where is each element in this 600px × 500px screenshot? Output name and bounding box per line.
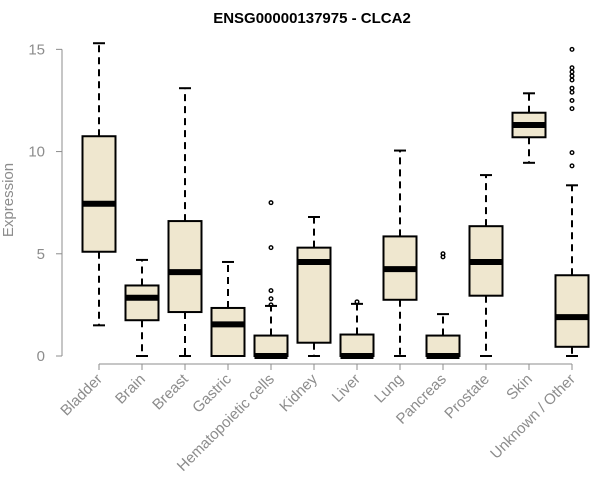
iqr-box	[253, 334, 289, 358]
box-group	[81, 42, 117, 327]
outlier-point	[354, 299, 360, 305]
iqr-box	[210, 306, 246, 357]
y-tick-label-5: 5	[37, 246, 45, 263]
box-group	[210, 260, 246, 357]
iqr-box	[425, 334, 461, 358]
outlier-point	[268, 296, 274, 302]
box-group	[124, 258, 160, 357]
y-tick-label-10: 10	[28, 144, 45, 161]
x-tick-label: Skin	[503, 371, 536, 404]
box-group	[468, 174, 504, 357]
x-tick-label: Lung	[371, 371, 407, 407]
x-tick-label: Kidney	[276, 370, 321, 415]
outlier-point	[268, 302, 274, 308]
iqr-box	[554, 274, 590, 348]
box-group	[167, 87, 203, 357]
iqr-box	[124, 284, 160, 322]
x-tick-label: Prostate	[441, 371, 493, 423]
outlier-point	[569, 65, 575, 71]
x-tick-label: Brain	[112, 371, 149, 408]
chart-title: ENSG00000137975 - CLCA2	[213, 10, 411, 27]
outlier-point	[569, 163, 575, 169]
outlier-point	[569, 77, 575, 83]
y-tick-label-15: 15	[28, 41, 45, 58]
box-group	[296, 215, 332, 357]
y-tick-label-0: 0	[37, 348, 45, 365]
box-group	[554, 46, 590, 357]
x-tick-label: Bladder	[57, 371, 106, 420]
outlier-point	[569, 73, 575, 79]
outlier-point	[569, 69, 575, 75]
iqr-box	[81, 135, 117, 253]
outlier-point	[268, 245, 274, 251]
x-tick-label: Breast	[149, 370, 192, 413]
outlier-point	[569, 97, 575, 103]
box-group	[253, 200, 289, 359]
box-group	[425, 251, 461, 359]
box-group	[511, 92, 547, 164]
iqr-box	[339, 333, 375, 358]
outlier-point	[569, 85, 575, 91]
box-group	[382, 149, 418, 357]
y-axis-label: Expression	[0, 163, 17, 237]
outlier-point	[569, 89, 575, 95]
outlier-point	[268, 288, 274, 294]
x-tick-label: Liver	[329, 371, 364, 406]
outlier-point	[569, 150, 575, 156]
boxes-group	[81, 42, 590, 359]
iqr-box	[167, 220, 203, 314]
box-group	[339, 299, 375, 359]
outlier-point	[440, 251, 446, 257]
outlier-point	[569, 46, 575, 52]
outlier-point	[268, 200, 274, 206]
outlier-point	[569, 106, 575, 112]
